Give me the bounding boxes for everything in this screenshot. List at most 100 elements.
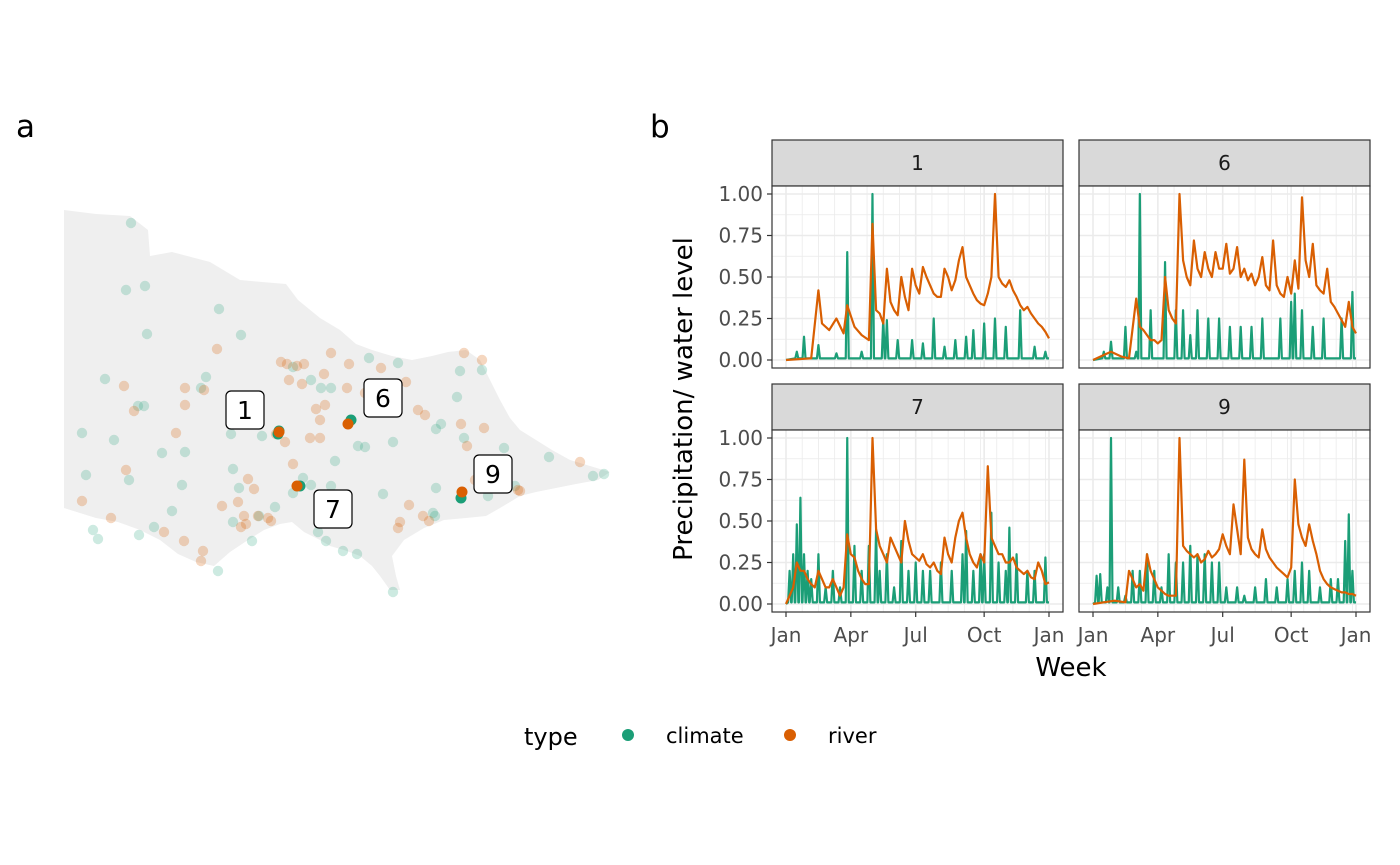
- station-point-climate: [156, 447, 168, 459]
- series-river-line: [785, 192, 1050, 362]
- station-point-climate: [429, 510, 441, 522]
- y-tick-label: 1.00: [718, 182, 763, 206]
- station-point-climate: [235, 329, 247, 341]
- facet-strip-label: 1: [911, 151, 924, 175]
- station-label-box: [363, 378, 403, 418]
- station-label-text: 1: [237, 396, 253, 425]
- station-point-river: [248, 483, 260, 495]
- station-point-climate: [329, 455, 341, 467]
- station-point-climate: [176, 479, 188, 491]
- station-point-river: [170, 427, 182, 439]
- station-point-river: [574, 456, 586, 468]
- station-point-climate: [387, 436, 399, 448]
- station-point-climate: [179, 446, 191, 458]
- station-point-river: [343, 358, 355, 370]
- series-climate-line: [785, 192, 1049, 362]
- series-river-line: [784, 436, 1050, 605]
- station-point-river: [314, 414, 326, 426]
- legend-title: type: [524, 723, 578, 751]
- station-point-river: [211, 343, 223, 355]
- station-point-climate: [315, 382, 327, 394]
- x-tick-label: Apr: [834, 623, 869, 647]
- x-axis-title: Week: [1035, 653, 1106, 683]
- station-label-text: 6: [375, 384, 391, 413]
- station-label-text: 7: [325, 495, 341, 524]
- y-tick-label: 0.50: [718, 509, 763, 533]
- station-point-river: [512, 484, 524, 496]
- station-point-climate: [377, 488, 389, 500]
- facet-strip-label: 6: [1218, 151, 1231, 175]
- station-point-climate: [359, 441, 371, 453]
- station-point-climate: [76, 427, 88, 439]
- facet-panel-border: [1078, 429, 1371, 613]
- station-point-river: [179, 382, 191, 394]
- station-point-river: [394, 516, 406, 528]
- station-label-box: [313, 489, 353, 529]
- y-tick-label: 0.00: [718, 592, 763, 616]
- facet-7: 7 0.00 0.25 0.50 0.75 1.00 Jan Apr Jul Oct Jan: [718, 383, 1065, 647]
- station-point-river: [283, 374, 295, 386]
- station-point-river: [412, 404, 424, 416]
- facet-grid: 10.000.250.500.751.00670.000.250.500.751…: [718, 139, 1372, 647]
- station-point-river: [403, 499, 415, 511]
- station-point-river: [279, 436, 291, 448]
- station-point-climate: [430, 482, 442, 494]
- station-point-climate: [253, 510, 265, 522]
- station-point-river: [76, 495, 88, 507]
- station-point-climate: [387, 586, 399, 598]
- y-tick-label: 0.00: [718, 348, 763, 372]
- series-river-line: [1092, 192, 1357, 361]
- station-point-river: [341, 382, 353, 394]
- station-point-climate: [120, 284, 132, 296]
- station-point-river: [455, 418, 467, 430]
- y-tick-label: 0.75: [718, 224, 763, 248]
- x-tick-label: Jan: [1076, 623, 1109, 647]
- station-point-climate: [363, 352, 375, 364]
- station-point-river: [318, 368, 330, 380]
- x-tick-label: Jul: [902, 623, 928, 647]
- station-point-river: [232, 496, 244, 508]
- station-point-river: [240, 518, 252, 530]
- station-point-river: [310, 403, 322, 415]
- legend-label-river: river: [828, 724, 877, 748]
- station-point-river: [118, 380, 130, 392]
- highlight-point-river: [456, 486, 468, 498]
- station-point-climate: [99, 373, 111, 385]
- series-climate-line: [785, 436, 1049, 605]
- y-tick-label: 0.75: [718, 468, 763, 492]
- station-point-climate: [200, 371, 212, 383]
- facet-strip: [771, 383, 1064, 431]
- panel-a: a 1 679: [16, 109, 610, 598]
- station-point-river: [478, 422, 490, 434]
- y-tick-label: 0.25: [718, 551, 763, 575]
- x-tick-label: Jan: [1339, 623, 1372, 647]
- station-point-climate: [195, 382, 207, 394]
- x-tick-label: Oct: [1274, 623, 1309, 647]
- station-point-river: [120, 464, 132, 476]
- station-point-climate: [305, 374, 317, 386]
- station-point-climate: [587, 470, 599, 482]
- station-point-climate: [87, 524, 99, 536]
- station-point-climate: [543, 451, 555, 463]
- station-point-climate: [166, 505, 178, 517]
- station-point-climate: [212, 565, 224, 577]
- station-point-river: [423, 515, 435, 527]
- station-point-river: [325, 347, 337, 359]
- station-point-climate: [141, 328, 153, 340]
- facet-6: 6: [1078, 139, 1371, 369]
- station-point-river: [514, 485, 526, 497]
- station-point-climate: [123, 474, 135, 486]
- station-point-climate: [305, 479, 317, 491]
- station-point-climate: [139, 280, 151, 292]
- x-tick-label: Jan: [1032, 623, 1065, 647]
- station-point-climate: [227, 463, 239, 475]
- station-point-climate: [427, 507, 439, 519]
- legend-label-climate: climate: [666, 724, 744, 748]
- y-tick-label: 0.50: [718, 265, 763, 289]
- station-point-river: [197, 545, 209, 557]
- panel-b: b 1 0.00 0.25 0.50 0.75 1.00 6 7 0.00 0.25 0.50 0.7…: [650, 109, 1371, 683]
- y-tick-label: 0.25: [718, 307, 763, 331]
- station-label-box: [225, 390, 265, 430]
- station-point-climate: [246, 535, 258, 547]
